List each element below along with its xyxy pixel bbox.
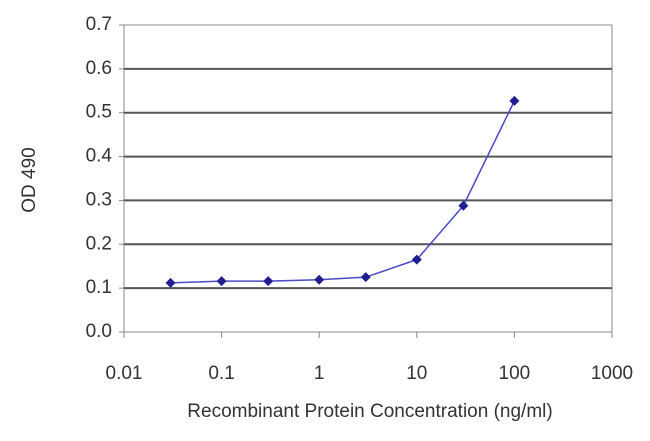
y-tick-label: 0.2: [86, 233, 112, 254]
y-tick-label: 0.1: [86, 277, 112, 298]
marker: [216, 276, 227, 287]
marker: [314, 274, 325, 285]
marker: [165, 277, 176, 288]
y-axis-label: OD 490: [19, 147, 40, 212]
x-tick-label: 10: [406, 363, 427, 384]
x-tick-label: 1000: [591, 363, 633, 384]
y-tick-label: 0.0: [86, 321, 112, 342]
marker: [458, 200, 469, 211]
y-tick-label: 0.4: [86, 146, 113, 167]
x-tick-label: 1: [314, 363, 325, 384]
y-tick-label: 0.6: [86, 58, 112, 79]
marker: [360, 272, 371, 283]
x-axis-label: Recombinant Protein Concentration (ng/ml…: [187, 401, 552, 422]
x-tick-label: 0.01: [106, 363, 143, 384]
marker: [411, 254, 422, 265]
x-tick-label: 100: [499, 363, 531, 384]
plot-area: [123, 24, 613, 333]
series-line: [170, 100, 516, 284]
x-tick-label: 0.1: [208, 363, 234, 384]
marker: [509, 95, 520, 106]
y-tick-label: 0.3: [86, 189, 112, 210]
y-tick-label: 0.7: [86, 14, 112, 35]
marker: [263, 276, 274, 287]
y-tick-label: 0.5: [86, 102, 112, 123]
